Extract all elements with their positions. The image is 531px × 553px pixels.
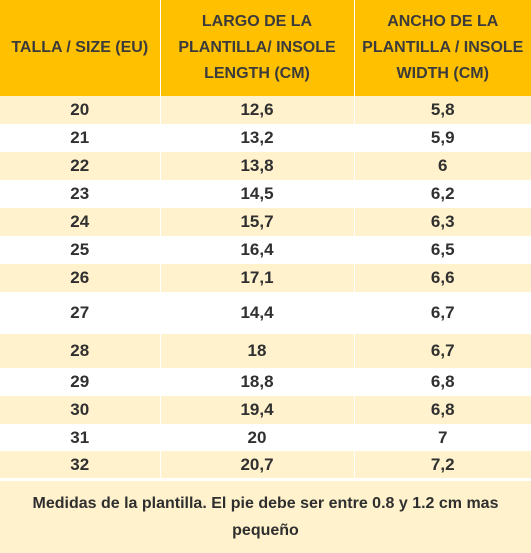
length-cell: 16,4	[160, 236, 355, 264]
size-cell: 32	[0, 451, 161, 478]
table-row: 29 18,8 6,8	[0, 368, 531, 396]
table-row: 22 13,8 6	[0, 152, 531, 180]
width-cell: 6,7	[354, 334, 531, 368]
table-row: 24 15,7 6,3	[0, 208, 531, 236]
size-cell: 31	[0, 424, 161, 451]
table-row: 23 14,5 6,2	[0, 180, 531, 208]
length-cell: 20	[160, 424, 355, 451]
table-row: 32 20,7 7,2	[0, 451, 531, 478]
length-cell: 15,7	[160, 208, 355, 236]
width-cell: 6,8	[354, 368, 531, 396]
length-cell: 18	[160, 334, 355, 368]
size-cell: 21	[0, 124, 161, 152]
length-cell: 13,2	[160, 124, 355, 152]
width-cell: 6,7	[354, 292, 531, 334]
size-cell: 25	[0, 236, 161, 264]
size-cell: 28	[0, 334, 161, 368]
width-cell: 6,8	[354, 396, 531, 424]
length-cell: 18,8	[160, 368, 355, 396]
size-cell: 30	[0, 396, 161, 424]
width-cell: 6,3	[354, 208, 531, 236]
header-insole-width: ANCHO DE LA PLANTILLA / INSOLE WIDTH (CM…	[354, 0, 531, 96]
table-row: 25 16,4 6,5	[0, 236, 531, 264]
size-cell: 26	[0, 264, 161, 292]
table-row: 28 18 6,7	[0, 334, 531, 368]
table-row: 31 20 7	[0, 424, 531, 451]
header-row: TALLA / SIZE (EU) LARGO DE LA PLANTILLA/…	[0, 0, 531, 96]
width-cell: 6,2	[354, 180, 531, 208]
length-cell: 13,8	[160, 152, 355, 180]
length-cell: 14,4	[160, 292, 355, 334]
table-row: 21 13,2 5,9	[0, 124, 531, 152]
width-cell: 6,6	[354, 264, 531, 292]
size-cell: 27	[0, 292, 161, 334]
length-cell: 12,6	[160, 96, 355, 124]
length-cell: 17,1	[160, 264, 355, 292]
size-cell: 24	[0, 208, 161, 236]
width-cell: 7	[354, 424, 531, 451]
header-insole-length: LARGO DE LA PLANTILLA/ INSOLE LENGTH (CM…	[160, 0, 355, 96]
size-cell: 22	[0, 152, 161, 180]
width-cell: 6,5	[354, 236, 531, 264]
size-cell: 29	[0, 368, 161, 396]
table-row: 27 14,4 6,7	[0, 292, 531, 334]
size-cell: 23	[0, 180, 161, 208]
size-table: TALLA / SIZE (EU) LARGO DE LA PLANTILLA/…	[0, 0, 531, 478]
size-cell: 20	[0, 96, 161, 124]
table-row: 20 12,6 5,8	[0, 96, 531, 124]
width-cell: 5,9	[354, 124, 531, 152]
width-cell: 5,8	[354, 96, 531, 124]
sizing-note: Medidas de la plantilla. El pie debe ser…	[0, 481, 531, 553]
length-cell: 20,7	[160, 451, 355, 478]
length-cell: 14,5	[160, 180, 355, 208]
length-cell: 19,4	[160, 396, 355, 424]
header-size: TALLA / SIZE (EU)	[0, 0, 161, 96]
width-cell: 6	[354, 152, 531, 180]
width-cell: 7,2	[354, 451, 531, 478]
table-row: 30 19,4 6,8	[0, 396, 531, 424]
table-row: 26 17,1 6,6	[0, 264, 531, 292]
